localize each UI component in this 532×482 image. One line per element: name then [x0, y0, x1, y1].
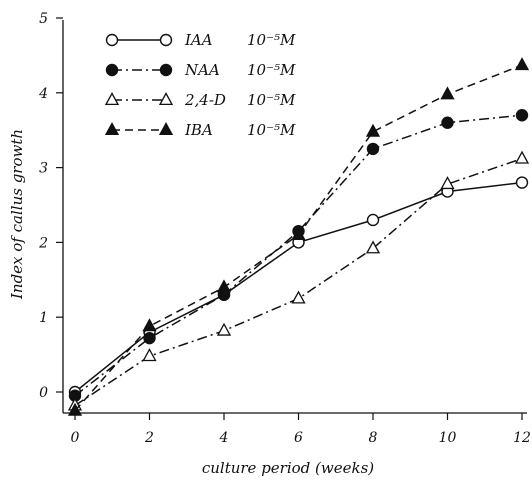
legend-item: 2,4-D 10⁻⁵M: [104, 91, 296, 109]
y-tick-label: 2: [38, 235, 48, 251]
series-naa: [68, 109, 529, 402]
data-point: [216, 279, 232, 293]
data-point: [515, 176, 529, 189]
legend-marker: [158, 92, 174, 106]
x-axis-title: culture period (weeks): [202, 459, 374, 477]
legend-marker: [104, 92, 120, 106]
data-point: [143, 331, 156, 345]
legend-marker: [158, 122, 174, 136]
x-tick-label: 12: [513, 430, 531, 446]
y-axis-title: Index of callus growth: [8, 129, 26, 300]
y-tick-label: 4: [38, 86, 48, 102]
legend-label: NAA: [184, 61, 220, 79]
data-point: [291, 290, 306, 304]
legend-marker: [104, 122, 120, 136]
legend-marker: [159, 63, 173, 77]
x-tick-label: 8: [369, 430, 378, 446]
data-point: [440, 86, 455, 100]
data-point: [142, 318, 157, 332]
x-tick-label: 10: [439, 430, 457, 446]
y-tick-label: 0: [39, 385, 48, 401]
series-line: [74, 157, 523, 407]
legend-concentration: 10⁻⁵M: [247, 91, 296, 109]
data-point: [366, 142, 380, 156]
legend-item: IAA 10⁻⁵M: [105, 31, 296, 49]
legend-item: IBA 10⁻⁵M: [104, 121, 296, 139]
legend: IAA 10⁻⁵M NAA 10⁻⁵M 2,4-D 10⁻⁵M IBA 10⁻⁵M: [104, 31, 296, 139]
data-point: [365, 123, 381, 137]
legend-marker: [105, 33, 119, 47]
y-tick-label: 1: [39, 310, 48, 326]
legend-marker: [105, 63, 119, 77]
data-point: [216, 322, 232, 336]
legend-concentration: 10⁻⁵M: [247, 61, 296, 79]
x-tick-label: 4: [219, 430, 229, 446]
axes: [62, 20, 527, 414]
legend-label: 2,4-D: [184, 91, 226, 109]
data-point: [365, 240, 381, 254]
legend-marker: [159, 33, 173, 47]
legend-label: IAA: [184, 31, 213, 49]
legend-item: NAA 10⁻⁵M: [105, 61, 296, 79]
legend-concentration: 10⁻⁵M: [247, 31, 296, 49]
data-point: [514, 57, 530, 71]
data-point: [142, 348, 157, 362]
legend-label: IBA: [184, 121, 213, 139]
x-tick-label: 0: [71, 430, 80, 446]
legend-concentration: 10⁻⁵M: [247, 121, 296, 139]
y-tick-label: 3: [39, 161, 48, 177]
series-iba: [67, 57, 530, 416]
data-point: [291, 226, 306, 240]
series-line: [74, 114, 523, 397]
data-point: [67, 402, 83, 416]
data-point: [440, 176, 455, 190]
x-tick-label: 2: [144, 430, 154, 446]
data-point: [366, 213, 380, 227]
data-point: [514, 150, 530, 164]
data-point: [441, 116, 454, 129]
x-tick-label: 6: [294, 430, 303, 446]
data-point: [515, 109, 529, 122]
series-layer: [67, 57, 530, 416]
series-2-4-d: [67, 150, 530, 411]
y-tick-label: 5: [39, 11, 48, 27]
